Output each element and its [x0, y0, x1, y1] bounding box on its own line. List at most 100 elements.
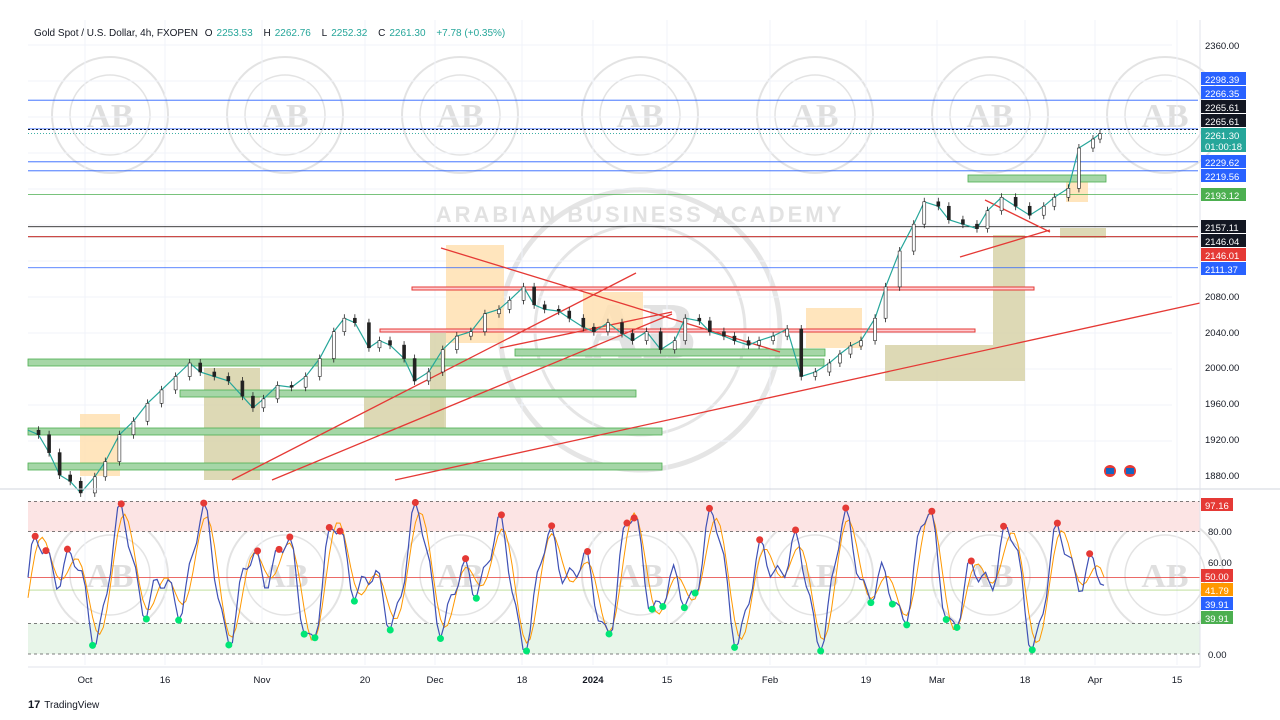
osc-label-box [1201, 569, 1233, 582]
zone-box [1060, 228, 1106, 238]
osc-trough-dot [523, 647, 531, 655]
watermark-text: AB [791, 558, 838, 595]
candle [683, 317, 688, 341]
watermark-logo-icon: AB [226, 56, 344, 174]
osc-peak-dot [705, 504, 713, 512]
candle [1066, 188, 1071, 198]
support-band [179, 389, 637, 398]
support-band [27, 462, 663, 471]
tradingview-logo[interactable]: 17 TradingView [28, 699, 99, 711]
candle [353, 317, 357, 324]
candle [1052, 196, 1057, 207]
price-label-box [1201, 234, 1246, 247]
candle [454, 335, 459, 350]
symbol-title[interactable]: Gold Spot / U.S. Dollar, 4h, FXOPEN [34, 28, 198, 39]
candle [532, 286, 536, 306]
price-axis-label: 2229.62 [1205, 158, 1239, 169]
price-label-box [1201, 72, 1246, 85]
osc-peak-dot [584, 547, 592, 555]
candle [911, 223, 916, 252]
price-axis-label: 1880.00 [1205, 471, 1239, 482]
osc-label-box [1201, 597, 1233, 610]
osc-peak-dot [842, 504, 850, 512]
watermark-ring [401, 56, 519, 174]
price-axis-label: 2266.35 [1205, 89, 1239, 100]
osc-peak-dot [1053, 519, 1061, 527]
candle [592, 326, 596, 332]
osc-trough-dot [300, 630, 308, 638]
osc-trough-dot [142, 615, 150, 623]
candle [388, 340, 392, 346]
candle [848, 345, 853, 355]
price-line [27, 133, 1101, 494]
candle [947, 205, 951, 220]
support-band [967, 174, 1107, 183]
osc-axis-label: 0.00 [1208, 650, 1227, 661]
candle [883, 286, 888, 319]
watermark-logo-icon: AB [51, 56, 169, 174]
osc-peak-dot [411, 499, 419, 507]
chart-header: Gold Spot / U.S. Dollar, 4h, FXOPEN O 225… [34, 28, 506, 39]
price-label-box [1201, 262, 1246, 275]
time-axis-label: Oct [78, 675, 93, 686]
candle [261, 398, 266, 409]
candle [47, 434, 51, 453]
time-axis-label: Feb [762, 675, 778, 686]
candle [1098, 133, 1102, 140]
candle [507, 300, 512, 310]
osc-trough-dot [89, 641, 97, 649]
osc-peak-dot [42, 547, 50, 555]
osc-trough-dot [311, 634, 319, 642]
osc-axis-label: 80.00 [1208, 527, 1232, 538]
price-label-box [1201, 155, 1246, 168]
watermark-logo-icon: AB [756, 56, 874, 174]
time-axis-label: 19 [861, 675, 872, 686]
candle [922, 201, 927, 225]
price-label-box [1201, 86, 1246, 99]
candle [412, 358, 417, 382]
candle [145, 403, 150, 422]
watermark-logo-icon: AB [401, 56, 519, 174]
osc-value-label: 39.91 [1205, 600, 1229, 611]
time-axis-label: 15 [662, 675, 673, 686]
watermark-inner-ring [419, 534, 501, 616]
tradingview-label: TradingView [44, 699, 100, 711]
zone-box [806, 308, 862, 348]
candle [630, 333, 635, 341]
osc-value-label: 39.91 [1205, 614, 1229, 625]
osc-trough-dot [436, 635, 444, 643]
osc-peak-dot [200, 499, 208, 507]
candle [606, 322, 610, 332]
price-axis-label: 2360.00 [1205, 41, 1239, 52]
change-value: +7.78 (+0.35%) [436, 28, 506, 39]
price-axis-label: 2265.61 [1205, 103, 1239, 114]
candle [897, 250, 902, 288]
candle [212, 371, 217, 377]
trendline [271, 313, 673, 481]
price-axis-label: 2080.00 [1205, 292, 1239, 303]
oscillator-pane [0, 488, 1280, 655]
candle [226, 376, 231, 382]
price-label-box [1201, 220, 1246, 233]
watermark-ring [226, 56, 344, 174]
candle [785, 328, 789, 337]
trendline [499, 311, 673, 349]
candle [426, 371, 431, 382]
price-axis-label: 2261.30 [1205, 131, 1239, 142]
candle [440, 349, 445, 373]
osc-peak-dot [462, 555, 470, 563]
osc-trough-dot [731, 643, 739, 651]
candle [1027, 205, 1032, 216]
osc-trough-dot [953, 623, 961, 631]
osc-peak-dot [117, 500, 125, 508]
watermark-inner-ring [774, 74, 856, 156]
candle [838, 353, 842, 364]
osc-peak-dot [497, 511, 505, 519]
candle [289, 385, 294, 388]
resistance-band [411, 286, 1035, 291]
watermark-inner-ring [419, 74, 501, 156]
watermark-ring [51, 56, 169, 174]
price-axis-label: 2111.37 [1205, 265, 1238, 276]
price-label-box [1201, 169, 1246, 182]
zone-box [1066, 182, 1088, 202]
